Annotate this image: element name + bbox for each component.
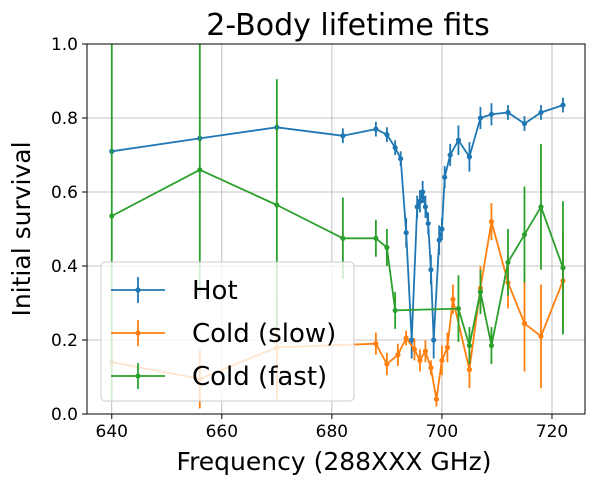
legend-box <box>100 261 355 402</box>
data-point <box>560 102 566 108</box>
data-point <box>414 204 420 210</box>
series-layer <box>109 44 566 409</box>
x-tick-label: 700 <box>426 422 458 442</box>
data-point <box>417 357 423 363</box>
y-tick-label: 0.0 <box>51 405 78 425</box>
data-point <box>411 346 418 352</box>
data-point <box>373 235 379 241</box>
legend-label: Cold (slow) <box>192 319 336 349</box>
data-point <box>392 145 398 151</box>
data-point <box>450 296 456 302</box>
data-point <box>428 365 434 371</box>
data-point <box>425 220 431 227</box>
y-tick-label: 0.2 <box>51 331 78 351</box>
data-point <box>197 167 203 173</box>
data-point <box>442 174 448 180</box>
legend-label: Cold (fast) <box>192 362 327 392</box>
data-point <box>505 259 511 265</box>
legend-handle <box>111 277 165 303</box>
x-axis-title: Frequency (288XXX GHz) <box>177 447 492 476</box>
data-point <box>477 289 484 295</box>
y-tick-label: 1.0 <box>51 35 78 55</box>
chart-title: 2-Body lifetime fits <box>206 8 489 43</box>
data-point <box>422 204 429 210</box>
data-point <box>436 237 442 243</box>
x-tick-label: 680 <box>316 422 348 442</box>
data-point <box>455 305 462 312</box>
legend: Hot Cold (slow) Cold (fast) <box>100 261 355 402</box>
data-point <box>433 396 440 402</box>
data-point <box>384 244 390 251</box>
data-point <box>373 126 379 132</box>
y-axis-title: Initial survival <box>7 141 36 316</box>
data-point <box>340 133 346 139</box>
data-point <box>521 231 528 238</box>
data-point <box>392 307 398 313</box>
data-point <box>444 344 451 350</box>
series-2 <box>109 44 566 402</box>
data-point <box>466 342 473 349</box>
legend-handle <box>111 363 165 389</box>
data-point <box>428 267 434 273</box>
x-tick-label: 660 <box>206 422 238 442</box>
data-point <box>466 154 473 160</box>
legend-label: Hot <box>192 276 238 306</box>
data-point <box>477 115 484 121</box>
data-point <box>538 204 544 210</box>
x-tick-label: 720 <box>536 422 568 442</box>
data-point <box>521 120 528 127</box>
data-point <box>417 198 423 204</box>
data-point <box>274 202 280 208</box>
data-point <box>403 335 409 341</box>
data-point <box>403 230 409 236</box>
data-point <box>455 137 462 143</box>
data-point <box>439 357 445 363</box>
y-tick-label: 0.8 <box>51 109 78 129</box>
data-point <box>384 132 390 138</box>
data-point <box>447 152 453 158</box>
data-point <box>488 342 495 349</box>
data-point <box>373 341 379 347</box>
data-point <box>420 189 426 195</box>
data-point <box>466 367 473 373</box>
plot-frame <box>86 43 586 415</box>
data-point <box>340 235 346 241</box>
data-point <box>409 337 415 343</box>
data-point <box>439 226 445 232</box>
data-point <box>395 352 401 358</box>
data-point <box>521 320 528 326</box>
data-point <box>109 213 115 219</box>
ticks: 640 660 680 700 720 0.0 0.2 0.4 0.6 0.8 1.0 <box>51 35 568 442</box>
data-point <box>398 156 404 162</box>
y-tick-label: 0.6 <box>51 183 78 203</box>
data-point <box>560 265 566 271</box>
data-point <box>384 361 390 367</box>
data-point <box>422 348 429 354</box>
data-point <box>431 337 437 343</box>
data-point <box>538 333 544 339</box>
legend-handle <box>111 320 165 346</box>
x-tick-label: 640 <box>96 422 128 442</box>
data-point <box>488 219 495 225</box>
data-point <box>538 109 544 116</box>
data-point <box>488 111 495 117</box>
data-point <box>505 109 511 116</box>
y-tick-label: 0.4 <box>51 257 78 277</box>
series-line <box>111 220 564 401</box>
